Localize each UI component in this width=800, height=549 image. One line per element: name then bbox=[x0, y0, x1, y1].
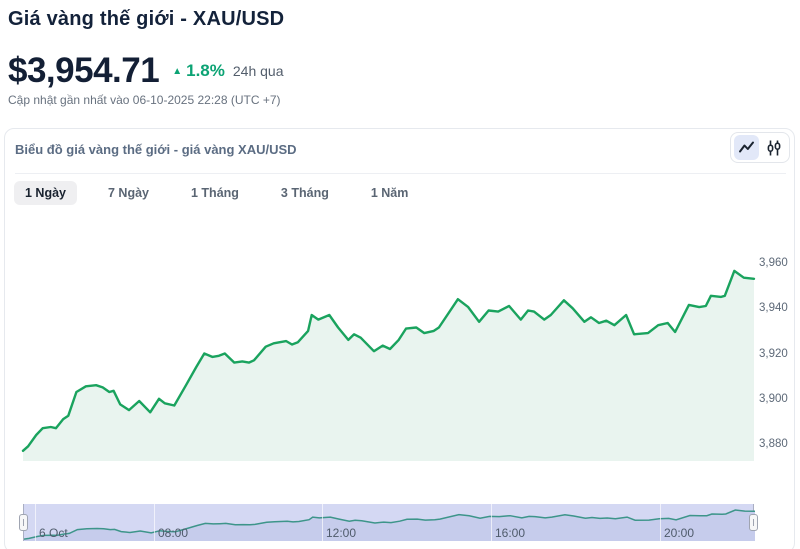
tab-1-year[interactable]: 1 Năm bbox=[360, 181, 420, 205]
x-axis-label: 12:00 bbox=[326, 526, 357, 540]
tab-1-month[interactable]: 1 Tháng bbox=[180, 181, 250, 205]
navigator-right-handle[interactable] bbox=[749, 514, 758, 531]
x-axis-gridline bbox=[322, 504, 323, 541]
range-tabs: 1 Ngày 7 Ngày 1 Tháng 3 Tháng 1 Năm bbox=[14, 181, 419, 205]
price-value: $3,954.71 bbox=[8, 51, 160, 90]
x-axis-gridline bbox=[35, 504, 36, 541]
last-updated-text: Cập nhật gần nhất vào 06-10-2025 22:28 (… bbox=[8, 93, 281, 107]
y-axis-tick: 3,940 bbox=[759, 302, 788, 315]
y-axis-tick: 3,920 bbox=[759, 347, 788, 360]
x-axis-gridline bbox=[491, 504, 492, 541]
x-axis-label: 20:00 bbox=[664, 526, 695, 540]
x-axis-label: 6 Oct bbox=[39, 526, 68, 540]
navigator-svg bbox=[24, 509, 755, 541]
line-chart-type-button[interactable] bbox=[734, 135, 759, 160]
price-change-percent: 1.8% bbox=[186, 61, 225, 80]
chart-type-toggle bbox=[730, 132, 790, 163]
y-axis-tick: 3,880 bbox=[759, 438, 788, 450]
x-axis-label: 16:00 bbox=[495, 526, 526, 540]
x-axis-label: 08:00 bbox=[158, 526, 189, 540]
series-line bbox=[21, 269, 756, 452]
candlestick-chart-type-button[interactable] bbox=[761, 135, 786, 160]
price-chart-svg bbox=[21, 269, 756, 461]
panel-divider bbox=[15, 173, 786, 174]
page-title: Giá vàng thế giới - XAU/USD bbox=[8, 8, 285, 30]
series-area-fill bbox=[23, 270, 754, 461]
tab-1-day[interactable]: 1 Ngày bbox=[14, 181, 77, 205]
tab-3-months[interactable]: 3 Tháng bbox=[270, 181, 340, 205]
price-change-badge: ▲ 1.8% bbox=[172, 61, 225, 81]
y-axis-tick: 3,960 bbox=[759, 257, 788, 269]
navigator[interactable]: 6 Oct 08:00 12:00 16:00 20:00 bbox=[19, 504, 758, 541]
chart-panel-title: Biểu đồ giá vàng thế giới - giá vàng XAU… bbox=[15, 142, 297, 157]
y-axis-tick: 3,900 bbox=[759, 392, 788, 405]
navigator-line bbox=[24, 509, 755, 540]
tab-7-days[interactable]: 7 Ngày bbox=[97, 181, 160, 205]
change-period-label: 24h qua bbox=[232, 63, 284, 79]
x-axis-gridline bbox=[660, 504, 661, 541]
candlestick-icon bbox=[765, 139, 783, 157]
price-chart[interactable] bbox=[5, 236, 796, 471]
navigator-left-handle[interactable] bbox=[19, 514, 28, 531]
up-arrow-icon: ▲ bbox=[172, 65, 183, 77]
price-row: $3,954.71 ▲ 1.8% 24h qua bbox=[8, 51, 283, 91]
navigator-area-fill bbox=[24, 510, 755, 541]
chart-card: Biểu đồ giá vàng thế giới - giá vàng XAU… bbox=[4, 128, 795, 549]
x-axis-gridline bbox=[154, 504, 155, 541]
line-chart-icon bbox=[738, 139, 755, 156]
